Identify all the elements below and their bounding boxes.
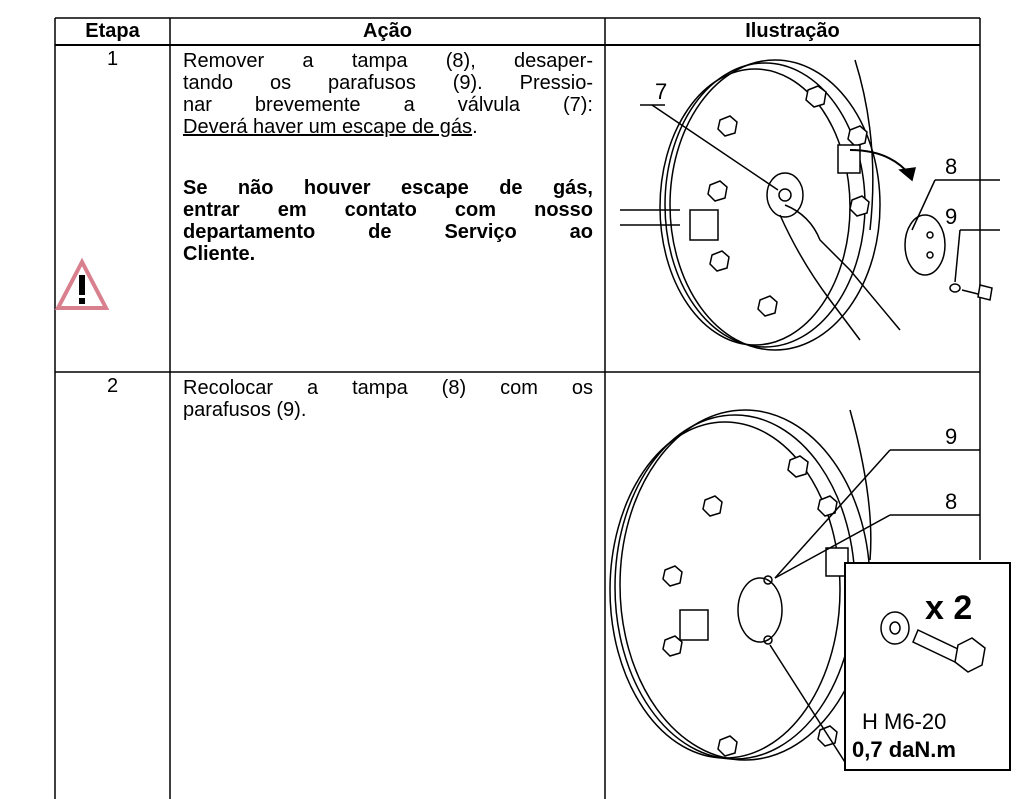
bolt-spec: H M6-20 bbox=[862, 709, 947, 734]
warning-line: Se não houver escape de gás, bbox=[183, 177, 593, 199]
callout: 9 bbox=[945, 204, 958, 229]
torque: 0,7 daN.m bbox=[852, 737, 956, 762]
step-number: 1 bbox=[106, 48, 119, 70]
header-cell: Etapa bbox=[85, 20, 140, 42]
warning-line: entrar em contato com nosso bbox=[183, 199, 593, 221]
action-line: Deverá haver um escape de gás. bbox=[183, 116, 478, 138]
quantity: x 2 bbox=[925, 589, 973, 627]
action-line: parafusos (9). bbox=[183, 399, 307, 421]
table-grid bbox=[54, 17, 981, 799]
warning-line: Cliente. bbox=[183, 243, 256, 265]
callout: 9 bbox=[945, 424, 958, 449]
illustration-1 bbox=[620, 59, 1000, 351]
header-cell: Ação bbox=[363, 20, 412, 42]
action-underlined: Deverá haver um escape de gás bbox=[183, 116, 473, 138]
callout: 7 bbox=[655, 79, 668, 104]
step-number: 2 bbox=[106, 375, 119, 397]
warning-line: departamento de Serviço ao bbox=[183, 221, 593, 243]
callout: 8 bbox=[945, 489, 958, 514]
action-line: Remover a tampa (8), desaper- bbox=[183, 50, 593, 72]
action-line: Recolocar a tampa (8) com os bbox=[183, 377, 593, 399]
action-line: nar brevemente a válvula (7): bbox=[183, 94, 593, 116]
header-cell: Ilustração bbox=[745, 20, 840, 42]
action-line: tando os parafusos (9). Pressio- bbox=[183, 72, 593, 94]
action-end: . bbox=[472, 116, 478, 138]
illustration-2 bbox=[609, 409, 1011, 771]
callout: 8 bbox=[945, 154, 958, 179]
warning-icon bbox=[54, 257, 110, 310]
